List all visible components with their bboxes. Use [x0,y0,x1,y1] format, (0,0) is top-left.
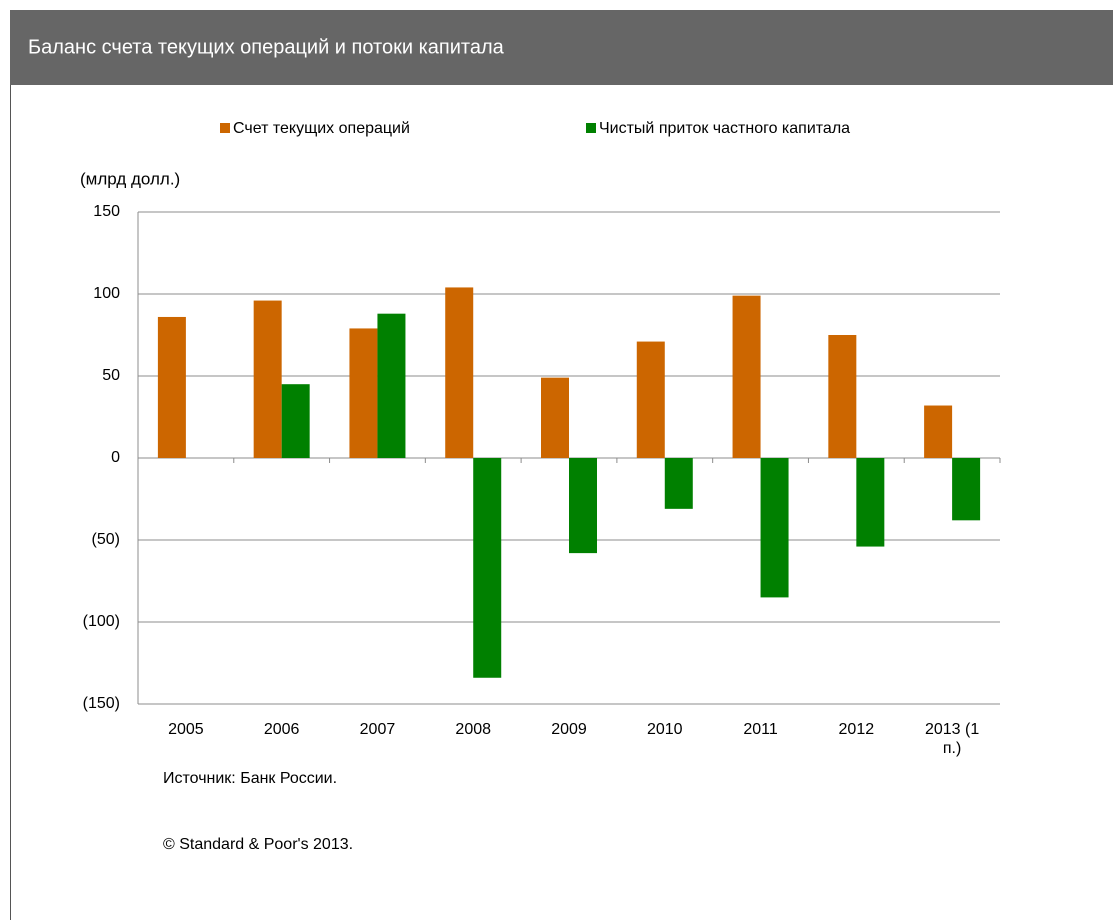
source: Источник: Банк России. [163,770,337,787]
bar [281,384,310,458]
x-tick-label: 2010 [646,721,683,738]
bar [569,458,597,554]
x-tick-label: 2012 [838,721,875,738]
y-tick-label: (100) [83,613,120,630]
y-tick-label: 100 [93,285,120,302]
bar [732,295,761,458]
bar [377,313,406,458]
bar [924,405,953,458]
y-tick-label: 50 [102,367,120,384]
bar [828,335,857,458]
bar [664,458,693,509]
x-tick-label: 2007 [359,721,396,738]
x-tick-label: 2006 [263,721,300,738]
legend-swatch [586,123,596,133]
x-tick-label: 2008 [455,721,492,738]
bar [349,328,378,458]
bar [952,458,981,521]
header-bar [10,10,1113,85]
y-tick-label: 150 [93,203,120,220]
y-tick-label: 0 [111,449,120,466]
bar [157,316,186,458]
y-tick-label: (50) [92,531,120,548]
bar [445,287,474,458]
x-tick-label: 2009 [551,721,587,738]
chart-title: Баланс счета текущих операций и потоки к… [28,36,505,58]
bar [636,341,665,458]
x-tick-label: 2011 [743,721,778,738]
legend-label: Чистый приток частного капитала [599,120,850,137]
bar [541,377,569,458]
x-tick-label: 2005 [168,721,204,738]
bar [473,458,502,678]
y-axis-label: (млрд долл.) [80,169,180,188]
legend-label: Счет текущих операций [233,120,410,137]
bar [253,300,282,458]
x-tick-label: 2013 (1 п.) [924,721,980,757]
bar [760,458,789,598]
legend-swatch [220,123,230,133]
bar [856,458,885,547]
y-tick-label: (150) [83,695,120,712]
copyright: © Standard & Poor's 2013. [163,836,353,853]
